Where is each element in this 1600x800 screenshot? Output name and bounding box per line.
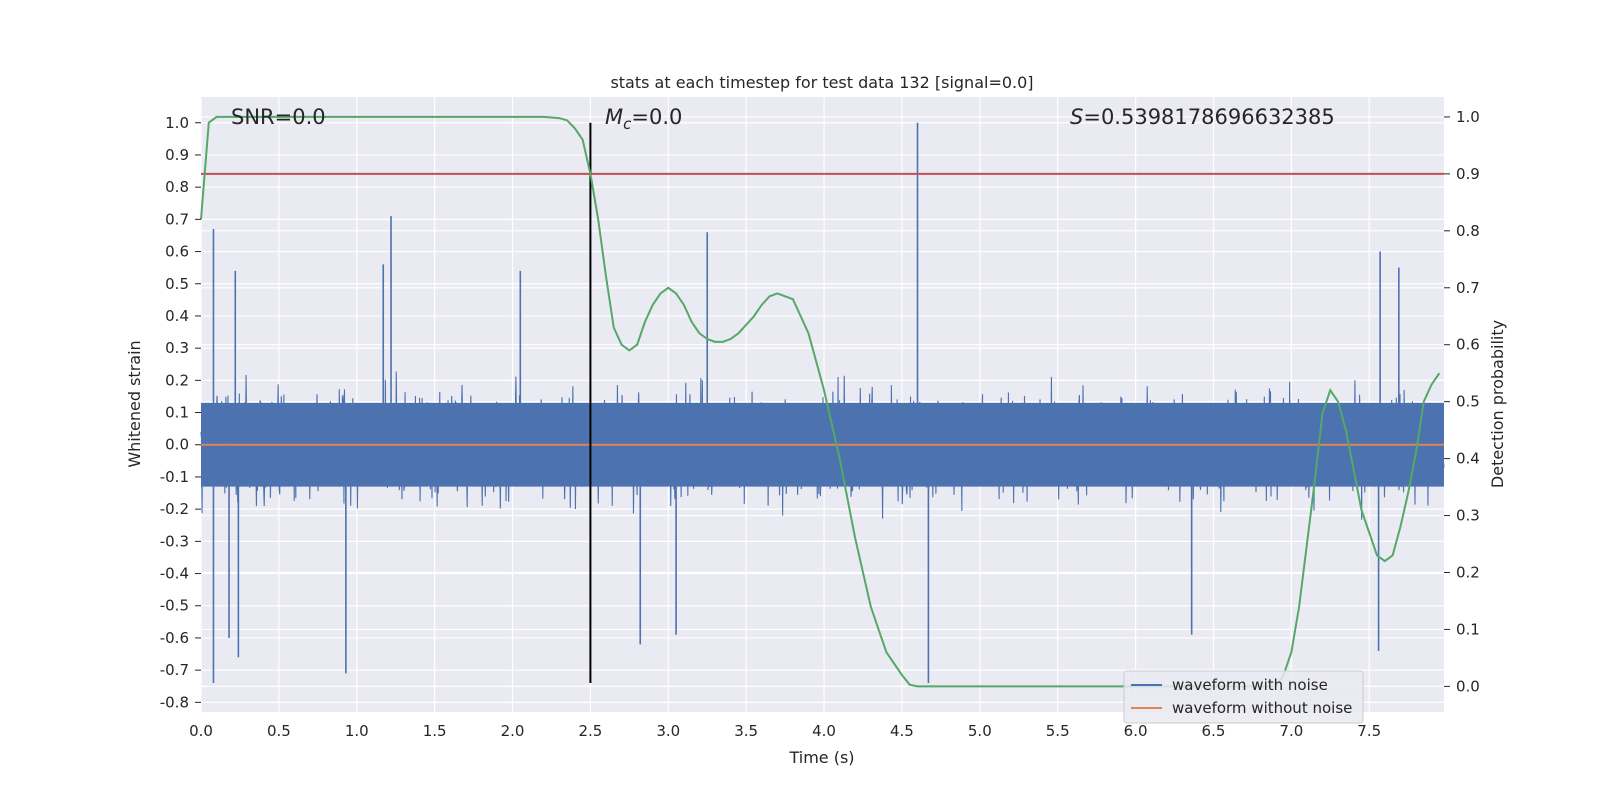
x-tick-label: 3.0 (656, 722, 680, 740)
legend-label-noise: waveform with noise (1172, 676, 1328, 694)
y2-tick-label: 0.6 (1456, 336, 1480, 354)
x-axis-title: Time (s) (788, 748, 854, 767)
mc-subscript: c (623, 115, 632, 133)
y2-tick-label: 0.5 (1456, 393, 1480, 411)
x-tick-label: 3.5 (734, 722, 758, 740)
y-tick-label: 0.9 (165, 146, 189, 164)
legend-label-clean: waveform without noise (1172, 699, 1352, 717)
y2-axis-ticks: 1.0 0.9 0.8 0.7 0.6 0.5 0.4 0.3 0.2 0.1 0.0 (1444, 108, 1480, 695)
x-tick-label: 7.5 (1357, 722, 1381, 740)
mc-value: =0.0 (631, 105, 682, 129)
y2-tick-label: 0.7 (1456, 279, 1480, 297)
x-tick-label: 5.0 (968, 722, 992, 740)
y-axis-ticks: 1.0 0.9 0.8 0.7 0.6 0.5 0.4 0.3 0.2 0.1 0.0 -0.1 -0.… (160, 114, 201, 711)
y-tick-label: -0.7 (160, 661, 189, 679)
y-tick-label: 0.8 (165, 178, 189, 196)
x-tick-label: 6.0 (1124, 722, 1148, 740)
y-tick-label: -0.6 (160, 629, 189, 647)
x-tick-label: 4.5 (890, 722, 914, 740)
y-tick-label: -0.2 (160, 500, 189, 518)
y2-tick-label: 0.2 (1456, 563, 1480, 581)
y-axis-title: Whitened strain (125, 340, 144, 467)
x-tick-label: 0.0 (189, 722, 213, 740)
y-tick-label: -0.5 (160, 597, 189, 615)
y-tick-label: -0.3 (160, 532, 189, 550)
x-tick-label: 2.5 (578, 722, 602, 740)
y-tick-label: -0.1 (160, 468, 189, 486)
s-value: =0.5398178696632385 (1083, 105, 1334, 129)
y2-tick-label: 0.8 (1456, 222, 1480, 240)
overlay-lines (200, 115, 1444, 688)
y-tick-label: 0.7 (165, 210, 189, 228)
x-tick-label: 6.5 (1202, 722, 1226, 740)
x-tick-label: 2.0 (501, 722, 525, 740)
y-tick-label: 0.6 (165, 243, 189, 261)
snr-annotation: SNR=0.0 (231, 105, 326, 129)
y-tick-label: -0.4 (160, 565, 189, 583)
y-tick-label: 0.4 (165, 307, 189, 325)
y2-tick-label: 0.4 (1456, 450, 1480, 468)
legend: waveform with noise waveform without noi… (1123, 670, 1364, 724)
y-tick-label: -0.8 (160, 693, 189, 711)
y-tick-label: 0.2 (165, 371, 189, 389)
chart-title: stats at each timestep for test data 132… (610, 73, 1033, 92)
legend-box (1123, 670, 1364, 724)
y-tick-label: 1.0 (165, 114, 189, 132)
s-statistic-annotation: S=0.5398178696632385 (1070, 105, 1335, 129)
y2-tick-label: 0.3 (1456, 507, 1480, 525)
y2-tick-label: 0.9 (1456, 165, 1480, 183)
x-tick-label: 5.5 (1046, 722, 1070, 740)
x-tick-label: 1.5 (423, 722, 447, 740)
detection-probability-line (200, 115, 1441, 688)
y-tick-label: 0.3 (165, 339, 189, 357)
y2-tick-label: 0.0 (1456, 677, 1480, 695)
s-symbol: S (1070, 105, 1083, 129)
x-axis-ticks: 0.0 0.5 1.0 1.5 2.0 2.5 3.0 3.5 4.0 4.5 5.0 5.5 6.0 6… (189, 722, 1381, 740)
y2-tick-label: 0.1 (1456, 620, 1480, 638)
y2-tick-label: 1.0 (1456, 108, 1480, 126)
x-tick-label: 4.0 (812, 722, 836, 740)
mc-symbol: M (605, 105, 623, 129)
y-tick-label: 0.0 (165, 436, 189, 454)
chirp-mass-annotation: Mc=0.0 (605, 105, 682, 133)
x-tick-label: 1.0 (345, 722, 369, 740)
x-tick-label: 7.0 (1279, 722, 1303, 740)
y-tick-label: 0.5 (165, 275, 189, 293)
x-tick-label: 0.5 (267, 722, 291, 740)
y2-axis-title: Detection probability (1488, 320, 1507, 488)
y-tick-label: 0.1 (165, 404, 189, 422)
